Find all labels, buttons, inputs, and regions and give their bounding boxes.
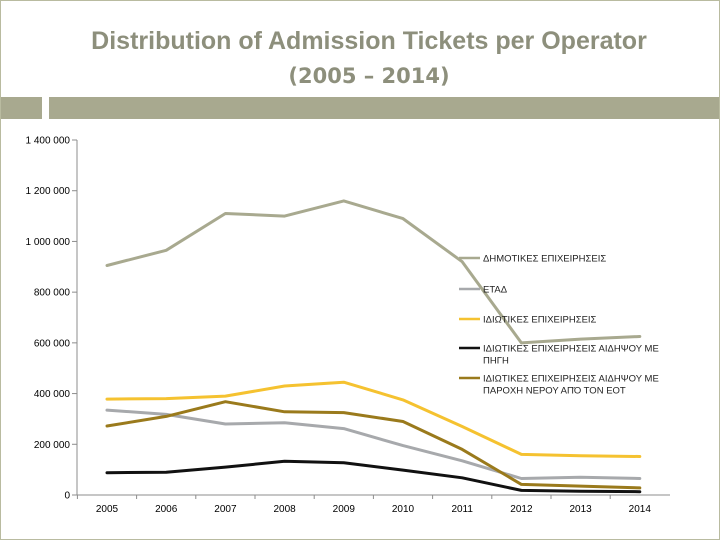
y-tick-label: 800 000 <box>34 288 71 299</box>
legend-label-5: ΙΔΙΩΤΙΚΕΣ ΕΠΙΧΕΙΡΗΣΕΙΣ ΑΙΔΗΨΟΥ ΜΕ <box>483 374 659 385</box>
y-tick-label: 0 <box>64 491 70 502</box>
y-tick-label: 600 000 <box>34 338 71 349</box>
series-line-1 <box>105 199 642 345</box>
x-tick-label: 2011 <box>451 504 473 515</box>
y-tick-label: 400 000 <box>34 389 71 400</box>
legend-label-5: ΠΑΡΟΧΗ ΝΕΡΟΥ ΑΠΌ ΤΟΝ ΕΟΤ <box>483 386 626 397</box>
x-tick-label: 2010 <box>392 504 415 515</box>
y-tick-label: 1 000 000 <box>26 237 71 248</box>
x-tick-label: 2008 <box>273 504 296 515</box>
legend-label-4: ΠΗΓΗ <box>483 356 509 367</box>
x-tick-label: 2013 <box>569 504 592 515</box>
x-tick-label: 2006 <box>155 504 178 515</box>
chart-subtitle: (2005 – 2014) <box>288 64 450 88</box>
legend-label-2: ΕΤΑΔ <box>483 285 508 296</box>
x-tick-label: 2012 <box>510 504 533 515</box>
x-tick-label: 2005 <box>96 504 119 515</box>
legend-label-1: ΔΗΜΟΤΙΚΕΣ ΕΠΙΧΕΙΡΗΣΕΙΣ <box>483 254 606 265</box>
y-tick-label: 200 000 <box>34 440 71 451</box>
series-line-5 <box>105 400 642 490</box>
series-line-4 <box>105 459 642 494</box>
x-tick-label: 2009 <box>333 504 356 515</box>
x-tick-label: 2014 <box>629 504 652 515</box>
legend-label-3: ΙΔΙΩΤΙΚΕΣ ΕΠΙΧΕΙΡΗΣΕΙΣ <box>483 315 597 326</box>
x-tick-label: 2007 <box>214 504 237 515</box>
series-line-3 <box>105 380 642 458</box>
decorative-band-right <box>49 97 719 119</box>
chart-title: Distribution of Admission Tickets per Op… <box>91 27 647 55</box>
decorative-band-left <box>1 97 42 119</box>
legend-label-4: ΙΔΙΩΤΙΚΕΣ ΕΠΙΧΕΙΡΗΣΕΙΣ ΑΙΔΗΨΟΥ ΜΕ <box>483 344 659 355</box>
series-line-2 <box>105 408 642 480</box>
y-tick-label: 1 200 000 <box>26 186 71 197</box>
y-tick-label: 1 400 000 <box>26 136 71 147</box>
